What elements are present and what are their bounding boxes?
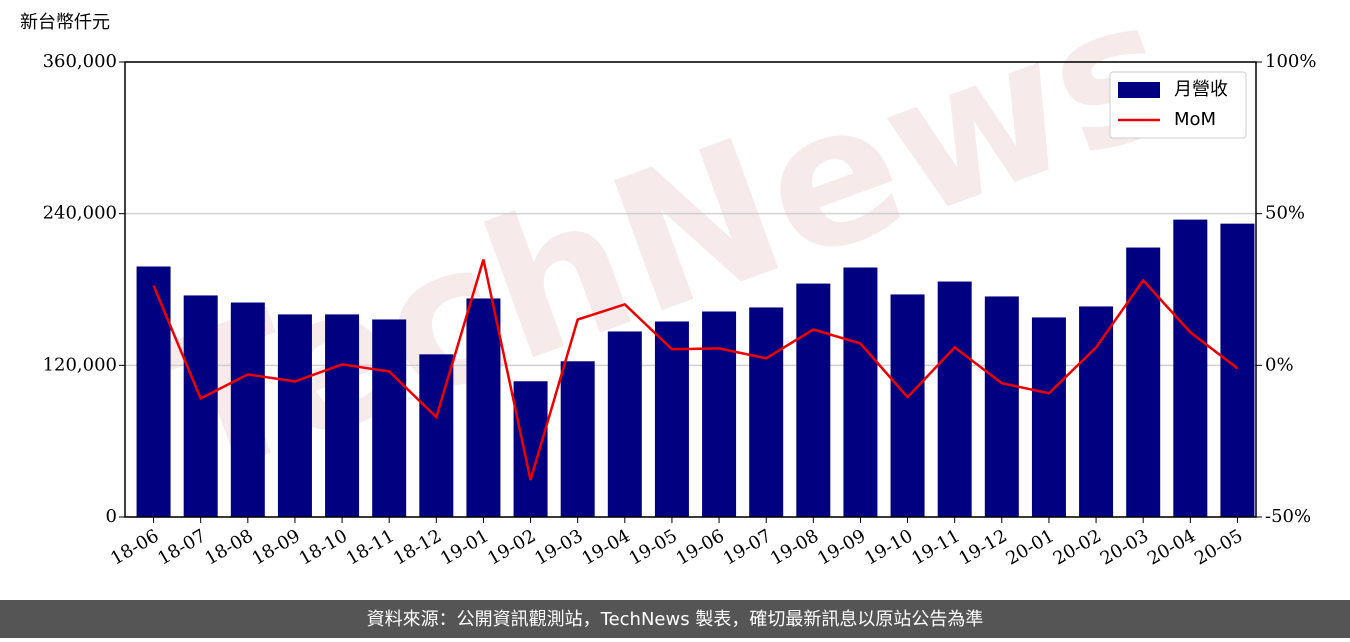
footer-text: 資料來源：公開資訊觀測站，TechNews 製表，確切最新訊息以原站公告為準 (367, 609, 984, 630)
x-tick-label: 19-05 (625, 525, 680, 569)
bar (560, 361, 595, 517)
bar (1031, 317, 1066, 517)
x-tick-label: 18-11 (343, 525, 398, 569)
x-tick-label: 19-10 (861, 525, 916, 569)
x-tick-label: 18-06 (107, 525, 162, 569)
y-tick-label: 0 (106, 506, 117, 527)
x-tick-label: 18-10 (296, 525, 351, 569)
x-tick-label: 18-09 (248, 525, 303, 569)
bar (1126, 247, 1161, 518)
x-tick-label: 20-02 (1050, 525, 1105, 569)
x-tick-label: 19-06 (673, 525, 728, 569)
bar (372, 319, 407, 517)
x-tick-label: 19-02 (484, 525, 539, 569)
x-tick-label: 19-08 (767, 525, 822, 569)
bar (607, 331, 642, 517)
bar (890, 294, 925, 517)
bar (843, 267, 878, 517)
bar (230, 302, 265, 517)
bar (1173, 219, 1208, 518)
bar (654, 321, 689, 517)
x-tick-label: 20-01 (1002, 525, 1057, 569)
bar (277, 314, 312, 517)
bar (702, 311, 737, 517)
bar (183, 295, 218, 517)
bar (1079, 306, 1114, 517)
x-tick-label: 19-11 (908, 525, 963, 569)
y2-tick-label: 0% (1265, 354, 1294, 375)
footer-bar (0, 600, 1350, 638)
x-tick-label: 19-04 (578, 525, 633, 569)
bar (513, 381, 548, 517)
y-tick-label: 240,000 (43, 203, 117, 224)
bar (136, 266, 171, 517)
line (152, 259, 1239, 481)
x-tick-label: 19-09 (814, 525, 869, 569)
y2-tick-label: 100% (1265, 51, 1316, 72)
x-tick-label: 19-03 (531, 525, 586, 569)
bar (796, 283, 831, 517)
bar (325, 314, 360, 517)
x-tick-label: 18-08 (201, 525, 256, 569)
x-tick-label: 20-03 (1097, 525, 1152, 569)
x-tick-label: 18-07 (154, 525, 209, 569)
y-tick-label: 360,000 (43, 51, 117, 72)
bar (466, 298, 501, 517)
x-tick-label: 19-12 (955, 525, 1010, 569)
bar (937, 281, 972, 517)
legend-label: MoM (1174, 109, 1216, 130)
bar (1220, 223, 1255, 518)
legend-label: 月營收 (1174, 79, 1228, 100)
plot-frame (124, 61, 1257, 518)
x-tick-label: 19-07 (720, 525, 775, 569)
y2-tick-label: -50% (1265, 506, 1311, 527)
x-tick-label: 18-12 (390, 525, 445, 569)
y-axis-unit: 新台幣仟元 (20, 12, 110, 33)
y-tick-label: 120,000 (43, 354, 117, 375)
x-tick-label: 19-01 (437, 525, 492, 569)
y2-tick-label: 50% (1265, 203, 1305, 224)
bar (984, 296, 1019, 517)
legend-swatch (1118, 82, 1160, 98)
bar (749, 307, 784, 517)
x-tick-label: 20-04 (1144, 525, 1199, 569)
x-tick-label: 20-05 (1191, 525, 1246, 569)
